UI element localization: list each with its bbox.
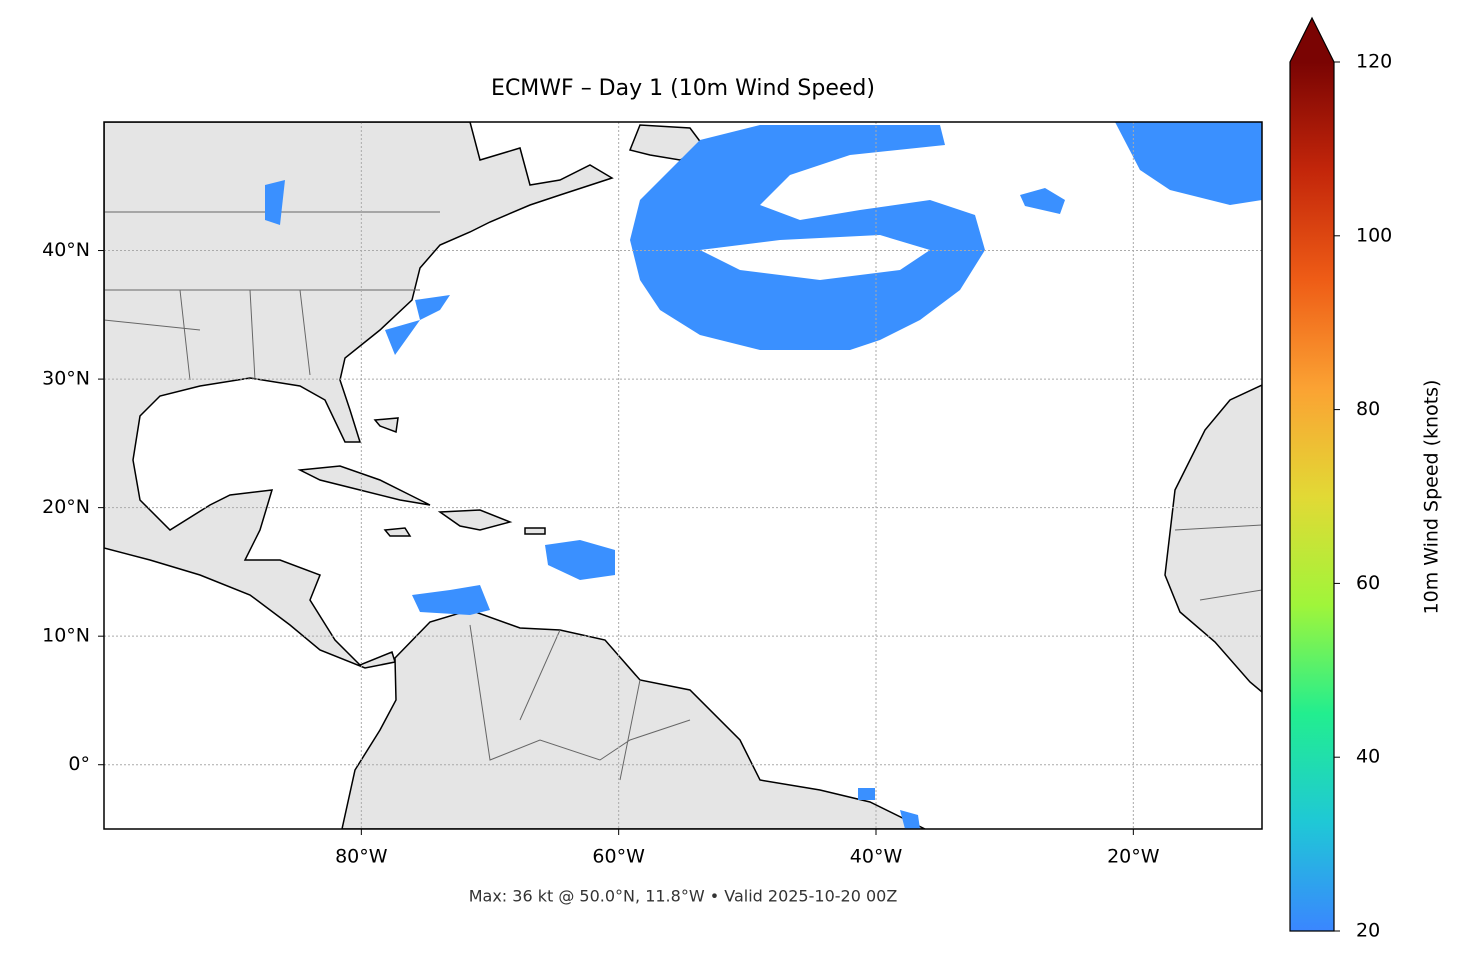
grid	[104, 122, 1262, 829]
colorbar-tick-label: 40	[1356, 746, 1380, 768]
colorbar-extension	[1290, 18, 1334, 62]
y-tick-label: 10°N	[42, 625, 90, 647]
map	[104, 122, 1262, 829]
colorbar-tick-label: 80	[1356, 398, 1380, 420]
colorbar-tick-label: 120	[1356, 51, 1392, 73]
x-tick-label: 40°W	[850, 846, 903, 868]
colorbar-label: 10m Wind Speed (knots)	[1421, 380, 1443, 615]
x-tick-label: 60°W	[592, 846, 645, 868]
x-tick-label: 20°W	[1107, 846, 1160, 868]
y-tick-label: 0°	[68, 753, 90, 775]
y-tick-label: 40°N	[42, 239, 90, 261]
land	[104, 122, 1262, 829]
chart-title: ECMWF – Day 1 (10m Wind Speed)	[491, 76, 875, 101]
colorbar-tick-label: 100	[1356, 224, 1392, 246]
footer-note: Max: 36 kt @ 50.0°N, 11.8°W • Valid 2025…	[469, 887, 898, 906]
colorbar-tick-label: 20	[1356, 920, 1380, 942]
map-frame	[103, 121, 1263, 830]
colorbar-ramp	[1290, 62, 1334, 931]
colorbar: 20 40 60 80 100 120	[1289, 16, 1392, 942]
y-tick-label: 30°N	[42, 368, 90, 390]
x-tick-label: 80°W	[335, 846, 388, 868]
y-tick-label: 20°N	[42, 496, 90, 518]
colorbar-outline	[1289, 16, 1335, 932]
wind-field	[265, 122, 1262, 829]
colorbar-tick-label: 60	[1356, 572, 1380, 594]
